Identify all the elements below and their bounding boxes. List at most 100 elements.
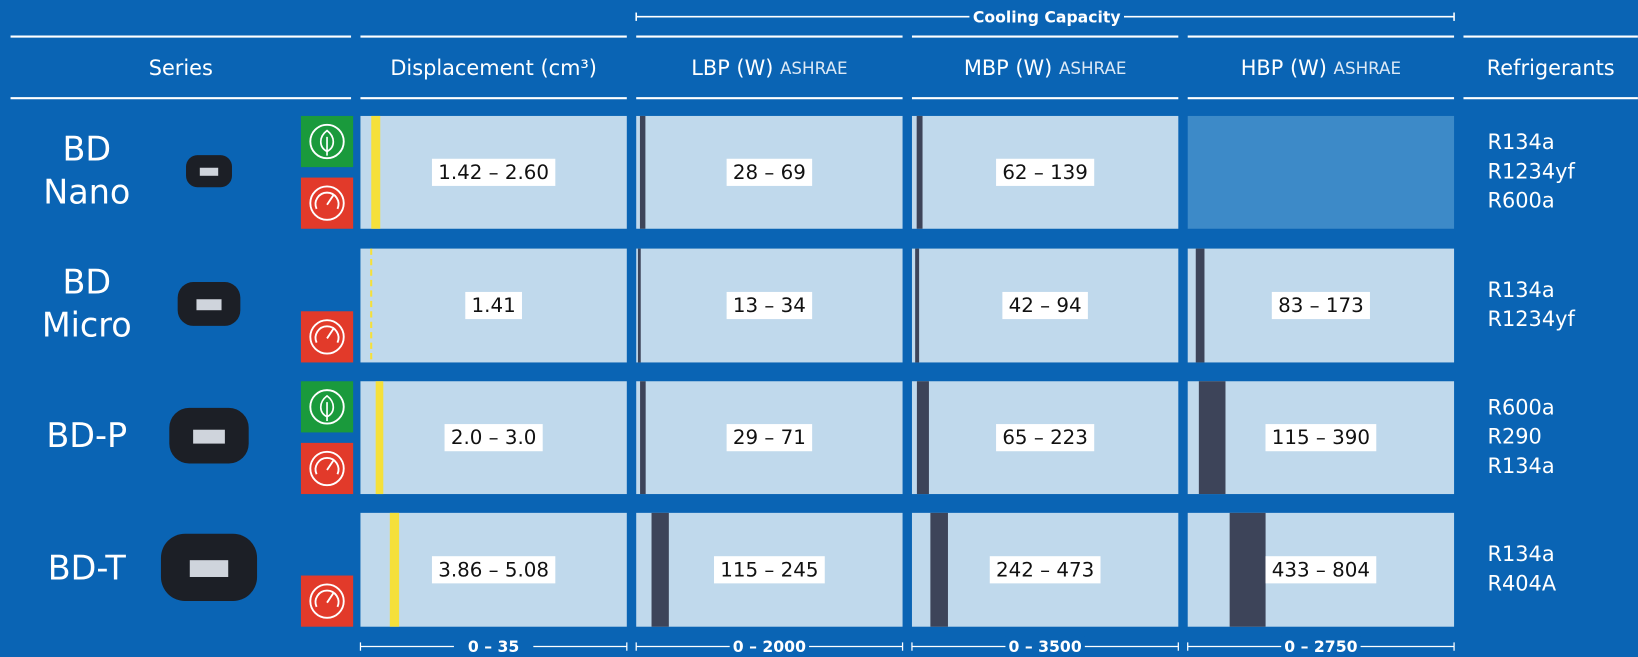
range-bar — [640, 381, 646, 495]
range-label: 115 – 390 — [1272, 426, 1370, 449]
label-box — [431, 158, 556, 186]
gauge — [314, 191, 340, 210]
label-box — [1271, 291, 1370, 320]
series-name: BD — [62, 263, 111, 302]
range-bar — [651, 512, 669, 627]
gauge — [314, 325, 340, 343]
refrigerant: R404A — [1487, 571, 1556, 595]
refrigerant: R134a — [1487, 278, 1554, 302]
eco-icon-ring — [309, 123, 345, 160]
range-label: 3.86 – 5.08 — [438, 558, 549, 581]
series-name: Micro — [42, 305, 132, 344]
compressor-label — [189, 560, 229, 577]
perf-icon-ring — [309, 450, 345, 487]
refrigerant: R290 — [1487, 425, 1541, 449]
range-label: 115 – 245 — [720, 558, 818, 581]
scale-gap — [729, 636, 810, 657]
column-header: MBP (W) ASHRAE — [964, 56, 1127, 80]
label-box — [444, 424, 543, 452]
range-label: 433 – 804 — [1272, 558, 1370, 581]
compressor-label — [196, 299, 222, 311]
range-bar — [639, 115, 646, 229]
column-name: HBP (W) — [1241, 56, 1327, 80]
scale-label: 0 – 2000 — [733, 637, 806, 656]
gauge — [314, 589, 340, 608]
range-label: 28 – 69 — [733, 161, 806, 184]
refrigerant: R600a — [1487, 395, 1554, 419]
leaf — [319, 129, 335, 156]
column-note — [773, 56, 780, 80]
leaf — [319, 394, 335, 421]
column-header: Series — [149, 56, 213, 80]
range-label: 62 – 139 — [1002, 161, 1088, 184]
column-name: Series — [149, 56, 213, 80]
range-label: 83 – 173 — [1278, 294, 1364, 317]
range-label: 242 – 473 — [996, 558, 1094, 581]
range-bar — [371, 115, 381, 229]
column-header: HBP (W) ASHRAE — [1241, 56, 1401, 80]
range-bar — [1198, 381, 1226, 495]
top-header: Cooling Capacity — [973, 7, 1121, 26]
column-name: MBP (W) — [964, 56, 1052, 80]
column-header: Displacement (cm³) — [390, 56, 597, 80]
series-name: BD — [62, 129, 111, 168]
perf-icon-ring — [309, 185, 345, 221]
refrigerant: R134a — [1487, 130, 1554, 154]
gauge — [314, 457, 340, 475]
range-label: 1.41 — [472, 294, 516, 317]
refrigerant: R134a — [1487, 542, 1554, 566]
range-label: 65 – 223 — [1002, 426, 1088, 449]
series-name: BD-T — [48, 548, 127, 587]
bracket-gap — [969, 6, 1124, 28]
range-bar — [1195, 248, 1205, 363]
range-bar — [915, 248, 920, 363]
scale-label: 0 – 2750 — [1284, 637, 1357, 656]
column-header: Refrigerants — [1487, 56, 1615, 80]
range-bar — [1229, 512, 1266, 627]
range-label: 29 – 71 — [733, 426, 806, 449]
range-label: 1.42 – 2.60 — [438, 161, 549, 184]
empty-cell — [1187, 115, 1455, 229]
label-box — [1002, 291, 1088, 320]
refrigerant: R600a — [1487, 189, 1554, 213]
column-name: LBP (W) — [691, 56, 773, 80]
range-bar — [916, 115, 923, 229]
series-name: Nano — [43, 172, 130, 211]
refrigerant: R1234yf — [1487, 307, 1575, 331]
range-bar — [930, 512, 948, 627]
range-bar — [916, 381, 929, 495]
eco-icon-ring — [309, 389, 345, 425]
scale-label: 0 – 35 — [468, 637, 519, 656]
perf-icon-ring — [309, 319, 345, 355]
column-note: ASHRAE — [780, 57, 848, 77]
range-bar — [637, 248, 641, 363]
label-box — [996, 424, 1095, 452]
label-box — [989, 556, 1101, 584]
label-box — [996, 158, 1095, 186]
range-bar — [375, 381, 384, 495]
label-box — [1265, 424, 1377, 452]
label-box — [714, 556, 825, 584]
column-note: ASHRAE — [1334, 57, 1402, 77]
column-name: Displacement (cm³) — [390, 56, 597, 80]
range-label: 42 – 94 — [1009, 294, 1082, 317]
refrigerant: R134a — [1487, 454, 1554, 478]
refrigerant: R1234yf — [1487, 159, 1575, 183]
scale-gap — [453, 636, 534, 657]
compressor-label — [193, 429, 225, 444]
label-box — [726, 424, 813, 452]
scale-gap — [1005, 636, 1085, 657]
range-label: 13 – 34 — [733, 294, 806, 317]
perf-icon-ring — [309, 583, 345, 619]
range-label: 2.0 – 3.0 — [451, 426, 537, 449]
range-bar — [389, 512, 400, 627]
series-name: BD-P — [46, 416, 127, 455]
label-box — [1265, 556, 1377, 584]
scale-gap — [1281, 636, 1361, 657]
column-header: LBP (W) ASHRAE — [691, 56, 847, 80]
label-box — [726, 291, 813, 320]
column-note: ASHRAE — [1059, 57, 1127, 77]
compressor-label — [199, 167, 219, 176]
